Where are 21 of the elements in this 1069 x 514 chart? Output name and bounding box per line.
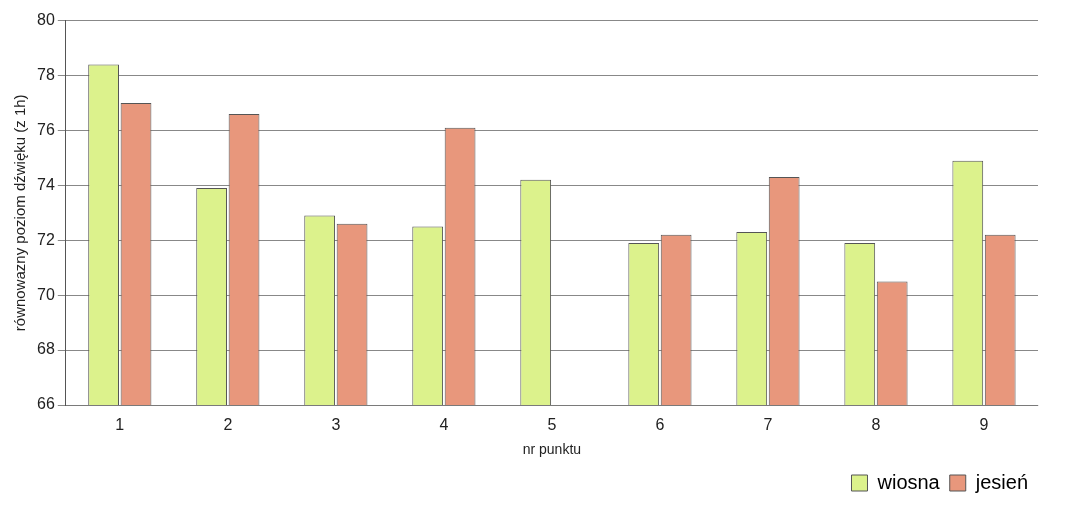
y-tick-label: 66	[37, 395, 55, 413]
x-tick-label: 8	[871, 416, 881, 434]
y-tick-label: 68	[37, 340, 55, 358]
x-tick-label: 4	[439, 416, 449, 434]
y-tick-label: 70	[37, 285, 55, 303]
x-tick-label: 1	[115, 416, 125, 434]
x-tick-label: 5	[547, 416, 557, 434]
legend-label: jesień	[974, 470, 1029, 493]
y-tick-label: 78	[37, 65, 55, 83]
legend-label: wiosna	[876, 470, 941, 493]
x-tick-label: 3	[331, 416, 341, 434]
y-tick-label: 72	[37, 230, 55, 248]
y-tick-label: 74	[37, 175, 55, 193]
x-tick-label: 6	[655, 416, 665, 434]
x-tick-label: 7	[763, 416, 773, 434]
x-axis-title: nr punktu	[522, 441, 582, 458]
x-tick-label: 2	[223, 416, 233, 434]
y-tick-label: 80	[37, 11, 55, 29]
x-tick-label: 9	[979, 416, 989, 434]
y-axis-title: równowazny poziom dźwięku (z 1h)	[11, 94, 29, 332]
y-tick-label: 76	[37, 120, 55, 138]
